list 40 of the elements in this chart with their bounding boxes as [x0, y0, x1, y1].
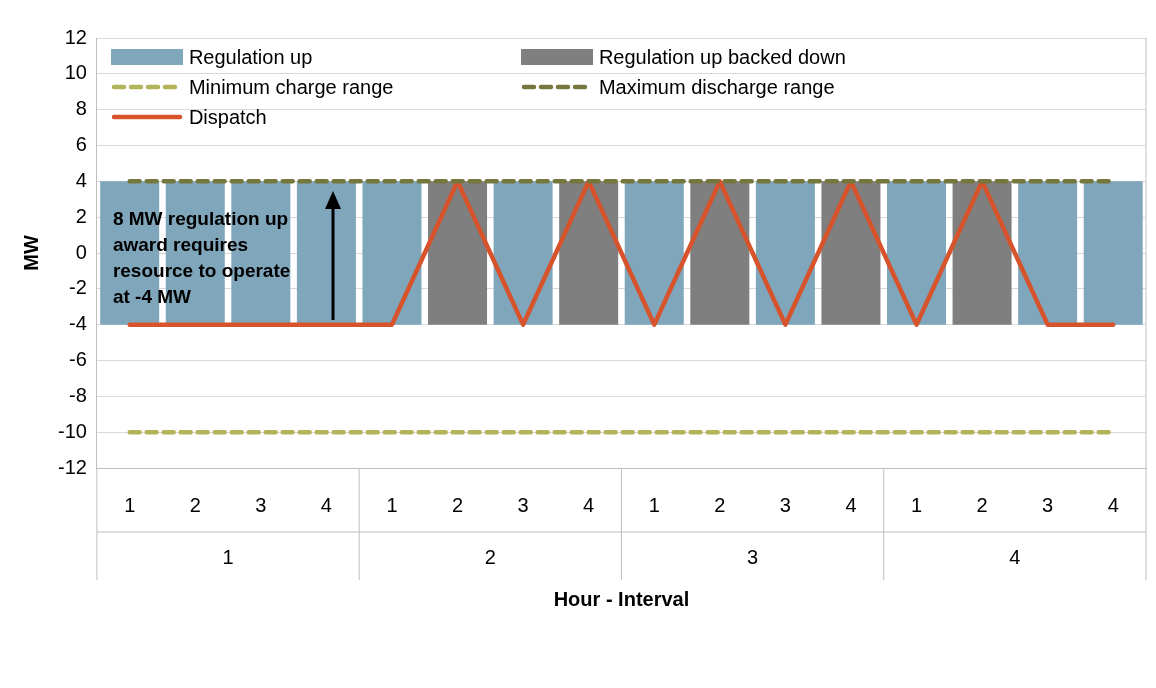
text: 1: [222, 545, 234, 568]
x-tick-label: 1: [910, 493, 923, 516]
x-tick-label: 2: [714, 493, 726, 516]
x-tick-label: 4: [320, 493, 332, 516]
text: 3: [747, 545, 759, 568]
y-tick-label: 0: [75, 240, 87, 263]
text: 4: [1009, 545, 1021, 568]
y-tick-label: 8: [75, 97, 87, 120]
legend-label: Dispatch: [188, 105, 267, 129]
x-tick-label: 3: [517, 493, 529, 516]
y-tick-label: -4: [69, 312, 87, 335]
x-tick-label: 3: [255, 493, 267, 516]
x-tick-label: 4: [1107, 493, 1119, 516]
y-tick-label: -2: [69, 276, 87, 299]
y-tick-label: 10: [64, 61, 87, 84]
x-axis-title: Hour - Interval: [553, 587, 690, 610]
x-tick-label: 4: [845, 493, 857, 516]
x-tick-label: 2: [189, 493, 201, 516]
x-tick-label: 1: [386, 493, 398, 516]
y-tick-label: -6: [69, 348, 87, 371]
y-tick-label: 2: [75, 204, 87, 227]
y-axis-title: MW: [19, 235, 42, 271]
legend-label: Minimum charge range: [188, 75, 394, 99]
x-tick-label: 3: [779, 493, 791, 516]
y-tick-label: 6: [75, 133, 87, 156]
x-tick-label: 4: [583, 493, 595, 516]
x-tick-label: 3: [1042, 493, 1054, 516]
y-tick-label: -8: [69, 383, 87, 406]
y-tick-label: 12: [64, 25, 87, 48]
legend-label: Regulation up backed down: [598, 45, 846, 69]
x-tick-label: 2: [976, 493, 988, 516]
y-tick-label: 4: [75, 168, 87, 191]
x-tick-label: 2: [451, 493, 464, 516]
legend-label: Maximum discharge range: [598, 75, 835, 99]
legend-label: Regulation up: [188, 45, 313, 69]
x-tick-label: 1: [648, 493, 660, 516]
x-tick-label: 1: [124, 493, 136, 516]
text: 2: [484, 545, 496, 568]
y-tick-label: -12: [58, 455, 87, 478]
y-tick-label: -10: [58, 419, 87, 442]
